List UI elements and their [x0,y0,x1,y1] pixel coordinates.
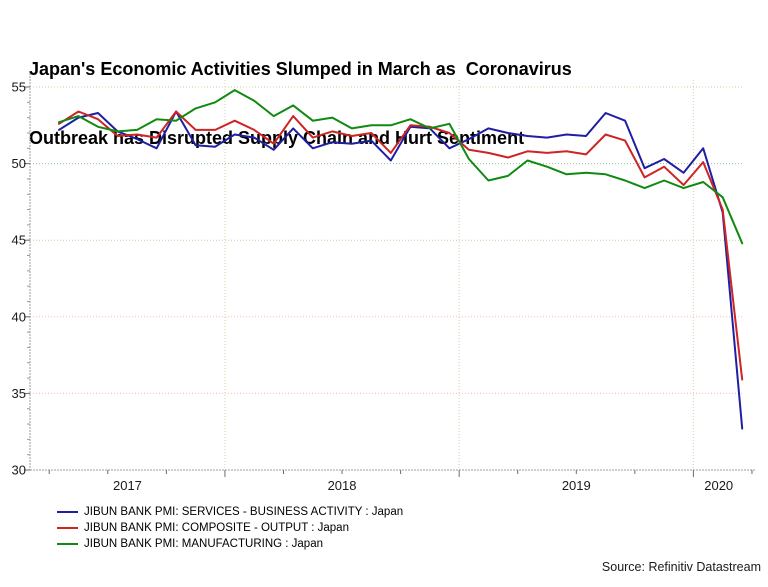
x-year-label: 2017 [113,478,142,493]
y-tick-label: 30 [12,463,26,478]
legend-label-composite: JIBUN BANK PMI: COMPOSITE - OUTPUT : Jap… [84,522,349,534]
legend-item-services: JIBUN BANK PMI: SERVICES - BUSINESS ACTI… [57,504,403,520]
y-tick-label: 50 [12,156,26,171]
y-tick-label: 40 [12,309,26,324]
legend-swatch-composite-icon [57,527,78,529]
legend-label-services: JIBUN BANK PMI: SERVICES - BUSINESS ACTI… [84,506,404,518]
chart-title-line1: Japan's Economic Activities Slumped in M… [29,59,572,79]
y-tick-label: 45 [12,233,26,248]
legend-swatch-manufacturing-icon [57,543,78,545]
x-year-label: 2018 [328,478,357,493]
pmi-line-chart: 30 35 40 45 50 55 2017 2018 2019 2020 [12,73,755,493]
x-year-label: 2020 [704,478,733,493]
series-line-2 [58,89,744,245]
legend-label-manufacturing: JIBUN BANK PMI: MANUFACTURING : Japan [84,538,323,550]
legend-item-composite: JIBUN BANK PMI: COMPOSITE - OUTPUT : Jap… [57,520,403,536]
series-line-1 [58,110,744,381]
source-credit: Source: Refinitiv Datastream [601,560,761,574]
series-line-0 [58,110,744,430]
chart-legend: JIBUN BANK PMI: SERVICES - BUSINESS ACTI… [57,504,403,552]
y-tick-label: 55 [12,80,26,95]
legend-swatch-services-icon [57,511,78,513]
legend-item-manufacturing: JIBUN BANK PMI: MANUFACTURING : Japan [57,536,403,552]
y-tick-label: 35 [12,386,26,401]
x-year-label: 2019 [562,478,591,493]
